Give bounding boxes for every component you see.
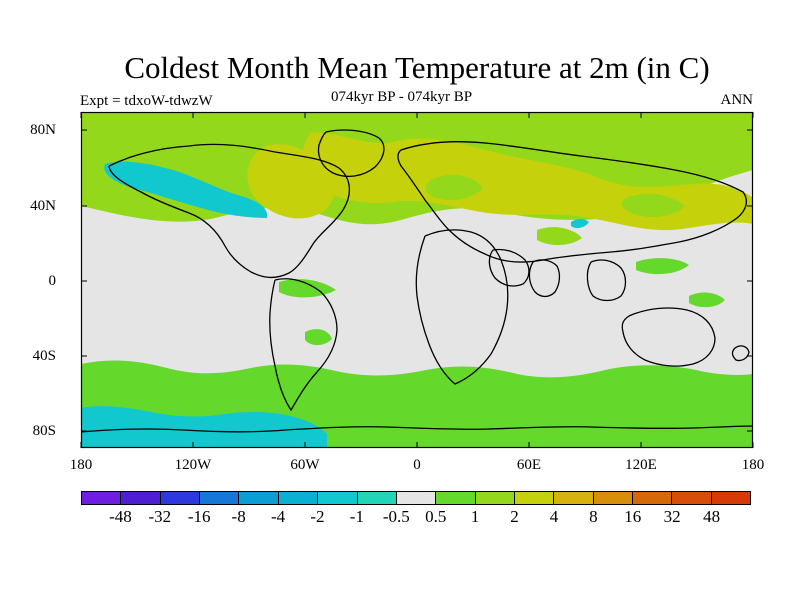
colorbar-swatch xyxy=(633,492,673,504)
colorbar-label: 16 xyxy=(624,507,642,526)
colorbar-swatch xyxy=(82,492,122,504)
north-america-coast xyxy=(108,143,350,279)
colorbar-label: 8 xyxy=(589,507,598,526)
south-america-coast xyxy=(269,278,338,412)
colorbar-label: -2 xyxy=(310,507,325,526)
y-tick-label: 40N xyxy=(30,198,56,214)
x-tick-label: 120W xyxy=(174,457,212,473)
colorbar-swatch xyxy=(239,492,279,504)
colorbar-label: -48 xyxy=(109,507,132,526)
tropical-patch-5 xyxy=(689,292,725,308)
y-tick-label: 40S xyxy=(32,348,56,364)
arabia-coast xyxy=(488,248,530,287)
figure-title: Coldest Month Mean Temperature at 2m (in… xyxy=(124,50,710,85)
x-tick-label: 60W xyxy=(290,457,320,473)
experiment-label: Expt = tdxoW-tdwzW xyxy=(80,93,213,109)
colorbar-swatch xyxy=(475,492,515,504)
colorbar xyxy=(81,491,751,505)
time-range-label: 074kyr BP - 074kyr BP xyxy=(331,89,473,105)
map-panel xyxy=(80,111,754,449)
tibet-cool-patch xyxy=(571,219,589,229)
colorbar-label: 2 xyxy=(510,507,519,526)
colorbar-swatch xyxy=(711,492,751,504)
colorbar-swatch xyxy=(514,492,555,504)
y-tick-label: 80N xyxy=(30,122,56,138)
north-atlantic-warm-patch xyxy=(425,174,483,201)
colorbar-swatch xyxy=(672,492,712,504)
colorbar-label: 4 xyxy=(549,507,559,526)
tropical-patch-4 xyxy=(636,258,689,275)
new-zealand-coast xyxy=(731,345,750,362)
map-ticks xyxy=(80,112,754,448)
x-tick-label: 180 xyxy=(741,457,765,473)
y-tick-label: 0 xyxy=(48,273,57,289)
africa-coast xyxy=(415,229,509,385)
colorbar-label: -16 xyxy=(187,507,211,526)
coastlines xyxy=(81,129,753,433)
colorbar-swatch xyxy=(200,492,240,504)
colorbar-label: -0.5 xyxy=(382,507,410,526)
x-tick-label: 180 xyxy=(69,457,93,473)
colorbar-label: -8 xyxy=(231,507,246,526)
colorbar-swatch xyxy=(160,492,201,504)
colorbar-label: -32 xyxy=(148,507,172,526)
x-tick-label: 0 xyxy=(413,457,421,473)
x-tick-label: 60E xyxy=(516,457,542,473)
tropical-patch-3 xyxy=(537,227,582,246)
colorbar-swatch xyxy=(593,492,634,504)
eurasia-coast xyxy=(397,141,748,263)
north-america-warm-zone xyxy=(247,144,334,219)
colorbar-label: 48 xyxy=(703,507,721,526)
colorbar-label: -4 xyxy=(270,507,286,526)
north-pacific-cool-zone xyxy=(104,161,268,218)
colorbar-swatch xyxy=(318,492,358,504)
india-coast xyxy=(528,259,561,298)
southeast-asia-coast xyxy=(586,259,627,302)
southern-cool-band xyxy=(81,406,327,448)
east-asia-warm-patch xyxy=(621,193,685,218)
colorbar-label: 32 xyxy=(663,507,681,526)
antarctica-coast xyxy=(81,425,753,433)
colorbar-label: -1 xyxy=(349,507,364,526)
colorbar-swatch xyxy=(436,492,476,504)
colorbar-swatch xyxy=(554,492,594,504)
greenland-coast xyxy=(317,129,385,178)
world-map xyxy=(80,111,754,449)
tropical-patch-2 xyxy=(305,329,332,346)
colorbar-swatch xyxy=(396,492,437,504)
x-tick-label: 120E xyxy=(625,457,657,473)
colorbar-swatch xyxy=(278,492,319,504)
colorbar-label: 0.5 xyxy=(425,507,447,526)
season-label: ANN xyxy=(720,92,754,108)
colorbar-label: 1 xyxy=(470,507,480,526)
colorbar-swatch xyxy=(357,492,397,504)
australia-coast xyxy=(621,307,716,367)
y-tick-label: 80S xyxy=(32,423,56,439)
colorbar-swatch xyxy=(121,492,161,504)
